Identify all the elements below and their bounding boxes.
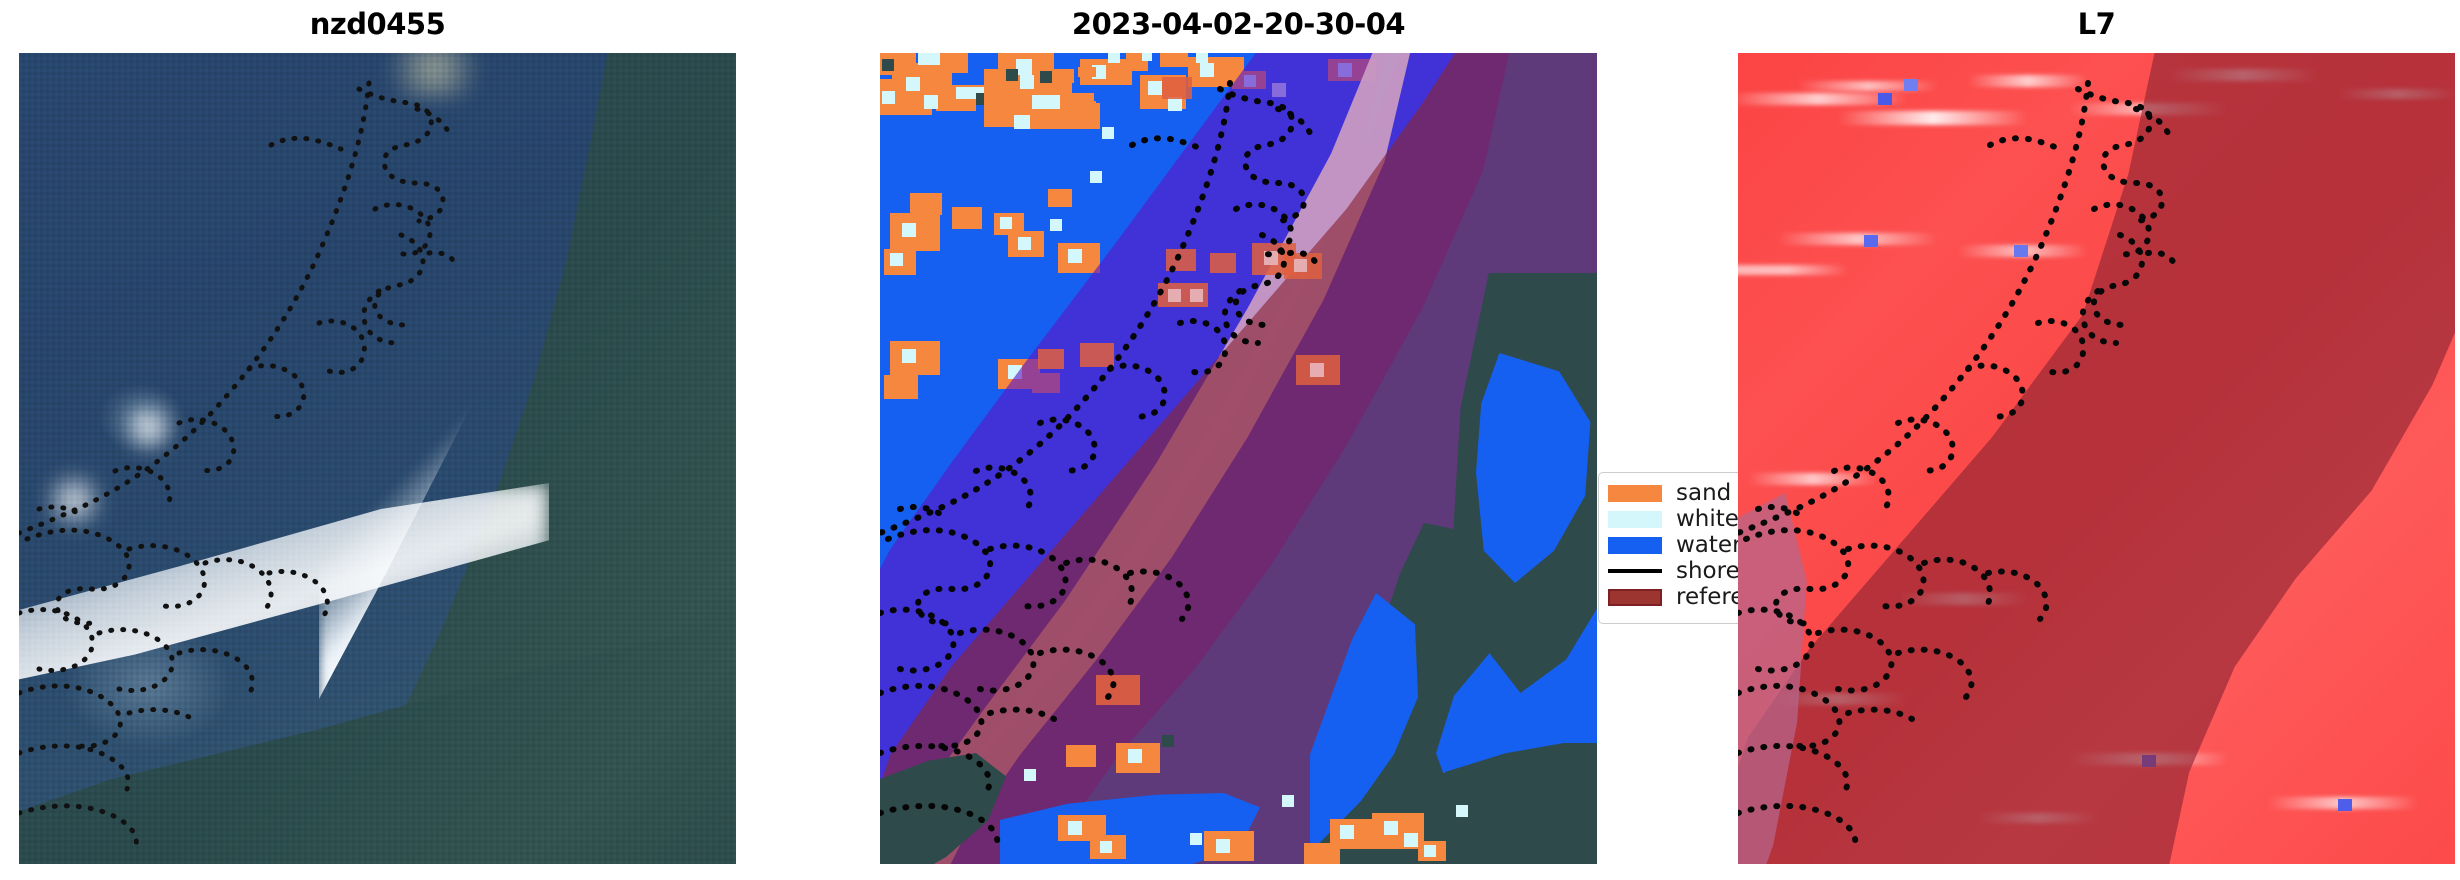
sand-blob [1066, 745, 1096, 767]
sand-blob [952, 207, 982, 229]
nir-streak [1838, 111, 2028, 125]
whitewater-blob [1190, 833, 1202, 845]
whitewater-blob [1016, 59, 1032, 75]
legend-swatch-water [1608, 536, 1662, 554]
sand-blob [1070, 101, 1096, 109]
legend-item-sand: sand [1608, 480, 1784, 506]
whitewater-over-reference [1190, 289, 1203, 302]
sand-over-reference [1210, 253, 1236, 273]
whitewater-blob [1108, 53, 1120, 63]
whitewater-blob [1024, 769, 1036, 781]
panel-title-2: 2023-04-02-20-30-04 [1071, 7, 1406, 41]
legend-swatch-sand [1608, 484, 1662, 502]
whitewater-blob [918, 53, 940, 65]
other-pixel [1006, 69, 1018, 81]
whitewater-blob [1424, 845, 1436, 857]
whitewater-blob [902, 223, 916, 237]
sand-blob [884, 375, 918, 399]
other-pixel [882, 59, 894, 71]
whitewater-blob [1216, 839, 1230, 853]
whitewater-over-reference [1168, 289, 1181, 302]
whitewater-blob [1050, 219, 1062, 231]
whitewater-blob [1142, 53, 1152, 61]
whitewater-blob [1196, 53, 1208, 63]
whitewater-blob [1068, 821, 1082, 835]
whitewater-blob [1404, 833, 1418, 847]
nir-blue-pixel [2014, 245, 2028, 257]
whitewater-blob [1200, 63, 1214, 77]
sand-over-reference [1162, 77, 1192, 99]
whitewater-blob [1148, 81, 1162, 95]
sensor-noise-texture [19, 53, 736, 864]
whitewater-blob [1014, 115, 1030, 129]
nir-blue-pixel [1904, 79, 1918, 91]
panel-title-3: L7 [2077, 7, 2116, 41]
whitewater-blob [1282, 795, 1294, 807]
whitewater-blob [1384, 821, 1398, 835]
whitewater-blob [1102, 127, 1114, 139]
legend-swatch-shoreline [1608, 569, 1662, 573]
whitewater-blob [1032, 95, 1046, 109]
whitewater-over-reference [1310, 363, 1324, 377]
panel-rgb-satellite[interactable] [19, 53, 736, 864]
legend-label-sand: sand [1676, 480, 1732, 506]
whitewater-blob [1020, 75, 1034, 89]
other-pixel [1162, 735, 1174, 747]
legend-item-water: water [1608, 532, 1784, 558]
sand-over-reference [1080, 343, 1114, 367]
nir-streak [1748, 473, 1878, 485]
sand-over-reference [1038, 349, 1064, 369]
nir-streak [1968, 75, 2088, 87]
legend-label-water: water [1676, 532, 1742, 558]
other-pixel [1040, 71, 1052, 83]
nir-blue-pixel [1864, 235, 1878, 247]
panel-classified-raster[interactable] [880, 53, 1597, 864]
whitewater-blob [1046, 95, 1060, 109]
nir-blue-pixel [2338, 799, 2352, 811]
whitewater-over-reference [1294, 259, 1307, 272]
nir-streak [1738, 265, 1848, 275]
sand-over-reference [1166, 249, 1196, 271]
whitewater-over-reference [1264, 251, 1278, 265]
whitewater-blob [902, 349, 916, 363]
whitewater-blob [1168, 97, 1182, 111]
whitewater-blob [882, 91, 895, 104]
whitewater-blob [1100, 841, 1112, 853]
sand-blob [910, 193, 942, 215]
whitewater-blob [1456, 805, 1468, 817]
whitewater-blob [1000, 217, 1012, 229]
whitewater-blob [890, 253, 903, 266]
sand-blob [1304, 843, 1340, 864]
sand-blob [1096, 675, 1140, 705]
panel-title-1: nzd0455 [309, 7, 446, 41]
whitewater-blob [1068, 249, 1082, 263]
whitewater-blob [1340, 825, 1354, 839]
whitewater-blob [924, 95, 938, 109]
sand-blob [1160, 53, 1188, 67]
whitewater-blob [1090, 171, 1102, 183]
nir-blue-pixel [1878, 93, 1892, 105]
whitewater-blob [1128, 749, 1142, 763]
whitewater-blob [906, 77, 920, 91]
whitewater-blob [1018, 237, 1031, 250]
nir-streak [1778, 233, 1938, 245]
legend-swatch-whitewater [1608, 510, 1662, 528]
panel-false-color-nir[interactable] [1738, 53, 2455, 864]
legend-swatch-reference [1608, 588, 1662, 606]
sand-blob [1078, 67, 1096, 77]
sand-blob [1048, 189, 1072, 207]
